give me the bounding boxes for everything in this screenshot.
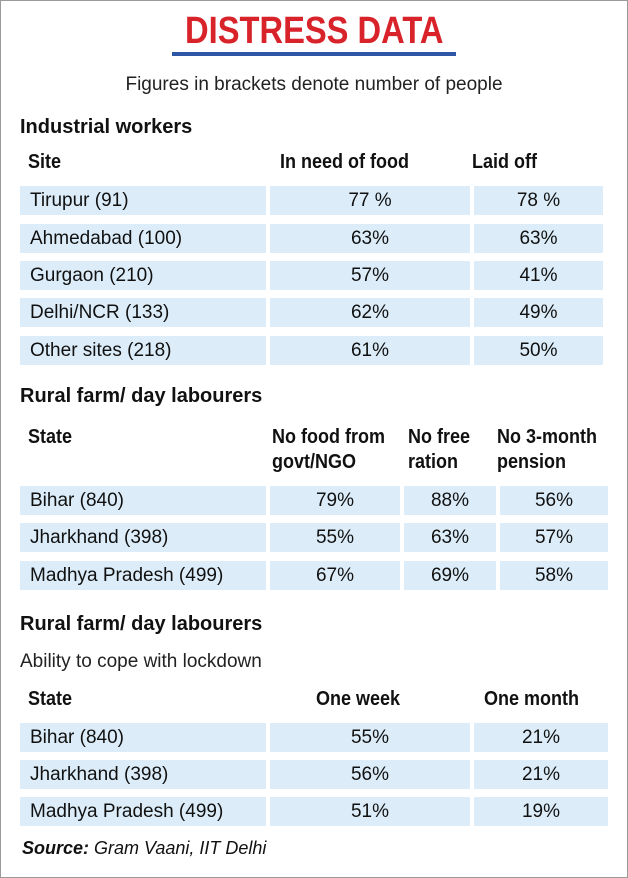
one-month-cell: 19%: [474, 797, 608, 826]
rural-needs-header-no-food: No food from govt/NGO: [272, 425, 385, 475]
no-ration-cell: 69%: [404, 561, 496, 590]
source-note: Source: Gram Vaani, IIT Delhi: [22, 838, 266, 859]
state-cell: Madhya Pradesh (499): [20, 561, 266, 590]
industrial-header-site: Site: [28, 151, 62, 173]
no-ration-cell: 63%: [404, 523, 496, 552]
no-pension-cell: 56%: [500, 486, 608, 515]
header-line: pension: [497, 451, 567, 473]
one-week-cell: 55%: [270, 723, 470, 752]
laid-off-cell: 78 %: [474, 186, 603, 215]
no-food-cell: 79%: [270, 486, 400, 515]
site-cell: Other sites (218): [20, 336, 266, 365]
laid-off-cell: 50%: [474, 336, 603, 365]
industrial-header-laid-off: Laid off: [472, 151, 537, 173]
rural-needs-header-state: State: [28, 426, 73, 448]
food-cell: 77 %: [270, 186, 470, 215]
state-cell: Bihar (840): [20, 723, 266, 752]
title-underline: [172, 52, 456, 56]
industrial-header-food: In need of food: [280, 151, 409, 173]
one-week-cell: 51%: [270, 797, 470, 826]
header-line: No food from: [272, 426, 385, 448]
rural-needs-heading: Rural farm/ day labourers: [20, 385, 263, 407]
one-month-cell: 21%: [474, 723, 608, 752]
rural-needs-header-no-pension: No 3-month pension: [497, 425, 597, 475]
state-cell: Jharkhand (398): [20, 760, 266, 789]
header-line: govt/NGO: [272, 451, 357, 473]
title-block: DISTRESS DATA: [0, 10, 628, 53]
one-month-cell: 21%: [474, 760, 608, 789]
rural-cope-header-one-month: One month: [484, 688, 579, 710]
food-cell: 61%: [270, 336, 470, 365]
header-line: No free: [408, 426, 471, 448]
one-week-cell: 56%: [270, 760, 470, 789]
food-cell: 62%: [270, 298, 470, 327]
page-title: DISTRESS DATA: [184, 10, 444, 52]
no-ration-cell: 88%: [404, 486, 496, 515]
no-pension-cell: 57%: [500, 523, 608, 552]
food-cell: 57%: [270, 261, 470, 290]
site-cell: Ahmedabad (100): [20, 224, 266, 253]
site-cell: Delhi/NCR (133): [20, 298, 266, 327]
industrial-heading: Industrial workers: [20, 116, 193, 138]
source-text: Gram Vaani, IIT Delhi: [89, 838, 267, 858]
rural-cope-note: Ability to cope with lockdown: [20, 651, 262, 672]
header-line: ration: [408, 451, 459, 473]
state-cell: Jharkhand (398): [20, 523, 266, 552]
site-cell: Gurgaon (210): [20, 261, 266, 290]
no-pension-cell: 58%: [500, 561, 608, 590]
header-line: No 3-month: [497, 426, 597, 448]
laid-off-cell: 49%: [474, 298, 603, 327]
rural-cope-header-one-week: One week: [316, 688, 401, 710]
rural-needs-header-no-ration: No free ration: [408, 425, 470, 475]
state-cell: Madhya Pradesh (499): [20, 797, 266, 826]
state-cell: Bihar (840): [20, 486, 266, 515]
rural-cope-header-state: State: [28, 688, 73, 710]
no-food-cell: 67%: [270, 561, 400, 590]
site-cell: Tirupur (91): [20, 186, 266, 215]
laid-off-cell: 41%: [474, 261, 603, 290]
rural-cope-heading: Rural farm/ day labourers: [20, 613, 263, 635]
laid-off-cell: 63%: [474, 224, 603, 253]
food-cell: 63%: [270, 224, 470, 253]
source-label: Source:: [22, 838, 90, 858]
no-food-cell: 55%: [270, 523, 400, 552]
subtitle: Figures in brackets denote number of peo…: [125, 74, 503, 95]
